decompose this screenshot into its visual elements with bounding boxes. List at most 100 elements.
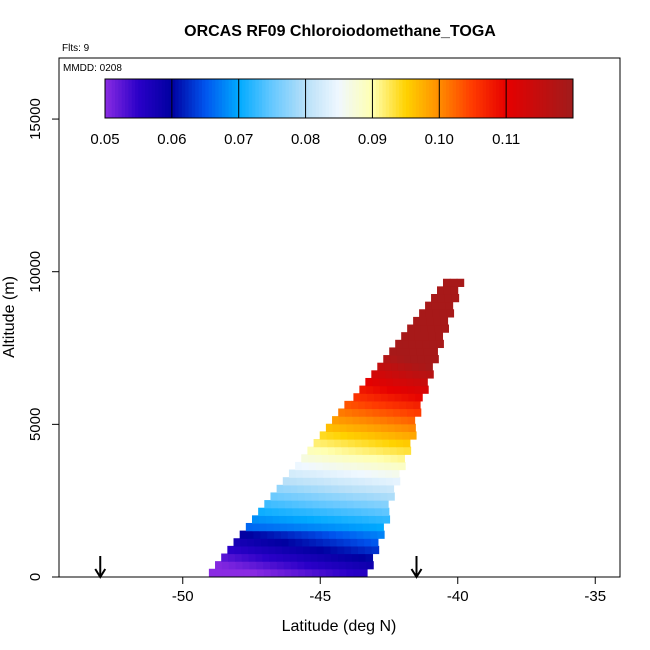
data-cell — [392, 477, 401, 486]
data-cell — [396, 446, 405, 455]
data-cell — [415, 393, 423, 402]
colorbar-segment — [312, 79, 317, 118]
data-cell — [324, 484, 333, 494]
data-cell — [421, 385, 429, 394]
data-cell — [336, 461, 344, 471]
data-cell — [278, 507, 287, 516]
data-cell — [291, 492, 299, 501]
data-cell — [383, 454, 392, 463]
data-cell — [385, 477, 394, 486]
data-cell — [407, 324, 415, 333]
colorbar-segment — [238, 79, 243, 118]
data-cell — [228, 561, 237, 570]
data-cell — [345, 561, 354, 570]
data-cell — [344, 553, 353, 562]
data-cell — [401, 393, 409, 402]
data-cell — [295, 469, 304, 478]
data-cell — [370, 530, 378, 539]
colorbar-segment — [439, 79, 444, 118]
colorbar-segment — [462, 79, 467, 118]
colorbar-segment — [328, 79, 333, 118]
data-cell — [243, 568, 251, 577]
colorbar-segment — [148, 79, 153, 118]
data-cell — [270, 568, 279, 577]
data-cell — [327, 515, 336, 524]
data-cell — [333, 431, 341, 440]
data-cell — [338, 484, 346, 494]
data-cell — [415, 339, 424, 349]
data-cell — [420, 316, 428, 326]
data-cell — [353, 568, 361, 577]
data-cell — [381, 500, 389, 509]
data-cell — [445, 301, 454, 310]
data-cell — [335, 530, 344, 539]
data-cell — [395, 431, 403, 440]
data-cell — [241, 545, 249, 555]
colorbar-segment — [502, 79, 507, 118]
data-cell — [302, 538, 310, 547]
data-cell — [322, 530, 330, 539]
data-cell — [341, 439, 349, 448]
data-cell — [318, 568, 327, 577]
data-cell — [336, 538, 345, 547]
colorbar-segment — [486, 79, 490, 118]
data-cell — [322, 538, 331, 547]
data-cell — [320, 515, 329, 524]
data-cell — [312, 500, 320, 509]
data-cell — [375, 507, 383, 516]
data-cell — [326, 507, 335, 516]
colorbar-segment — [522, 79, 527, 118]
colorbar-segment — [516, 79, 521, 118]
colorbar-segment — [482, 79, 487, 118]
data-cell — [434, 324, 443, 333]
data-cell — [339, 500, 348, 509]
data-cell — [276, 553, 284, 562]
data-cell — [376, 446, 384, 455]
data-cell — [275, 545, 283, 555]
colorbar-segment — [115, 79, 119, 118]
data-cell — [276, 561, 285, 570]
data-cell — [408, 339, 417, 349]
data-cell — [272, 515, 281, 524]
colorbar-segment — [412, 79, 417, 118]
data-cell — [403, 355, 412, 364]
data-cell — [304, 561, 312, 570]
data-cell — [395, 339, 403, 349]
data-cell — [352, 561, 360, 570]
data-cell — [350, 469, 359, 478]
data-cell — [414, 324, 422, 333]
data-cell — [253, 530, 261, 539]
data-cell — [439, 309, 448, 318]
data-cell — [362, 446, 370, 455]
data-cell — [329, 538, 338, 547]
data-cell — [332, 423, 341, 432]
data-cell — [418, 362, 427, 371]
data-cell — [286, 515, 294, 524]
data-cell — [371, 538, 379, 547]
data-cell — [378, 370, 386, 379]
data-cell — [386, 408, 394, 417]
data-cell — [385, 370, 393, 379]
x-axis-label: Latitude (deg N) — [282, 618, 397, 635]
data-cell — [366, 484, 374, 494]
colorbar-segment — [258, 79, 263, 118]
data-cell — [250, 568, 258, 577]
data-cell — [331, 553, 339, 562]
data-cell — [255, 553, 264, 562]
data-cell — [357, 469, 366, 478]
data-cell — [363, 461, 372, 471]
colorbar-segment — [415, 79, 420, 118]
data-cell — [282, 545, 290, 555]
data-cell — [389, 347, 397, 356]
data-cell — [284, 492, 292, 501]
data-cell — [383, 355, 391, 364]
data-cell — [261, 545, 270, 555]
data-cell — [385, 400, 394, 410]
data-cell — [369, 446, 377, 455]
data-cell — [379, 484, 388, 494]
data-cell — [370, 454, 378, 463]
data-cell — [348, 515, 356, 524]
data-cell — [390, 355, 398, 364]
colorbar-segment — [158, 79, 163, 118]
data-cell — [352, 492, 361, 501]
